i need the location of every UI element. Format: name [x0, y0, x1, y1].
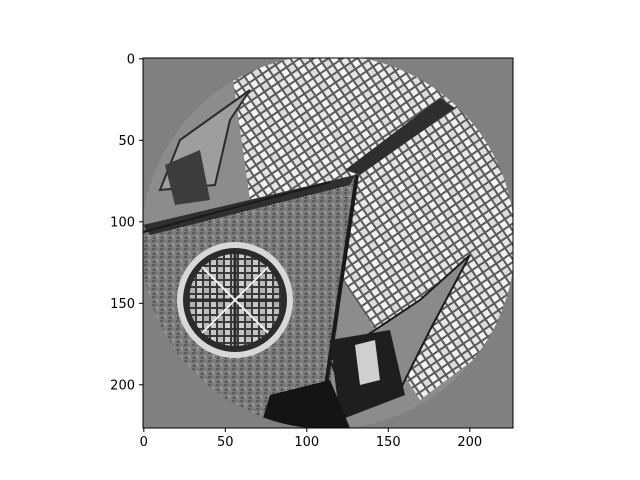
- y-tick-label: 0: [127, 52, 135, 67]
- y-tick-label: 150: [110, 297, 135, 312]
- x-axis: 0 50 100 150 200: [140, 428, 482, 450]
- y-tick-label: 50: [118, 134, 135, 149]
- x-tick-label: 100: [294, 435, 319, 450]
- rose-window: [177, 242, 293, 358]
- y-tick-label: 200: [110, 378, 135, 393]
- x-tick-label: 150: [376, 435, 401, 450]
- x-tick-label: 200: [457, 435, 482, 450]
- y-axis: 0 50 100 150 200: [110, 52, 143, 393]
- church-image: [142, 58, 513, 428]
- y-tick-label: 100: [110, 215, 135, 230]
- axes-frame: [142, 57, 514, 429]
- x-tick-label: 50: [217, 435, 234, 450]
- x-tick-label: 0: [140, 435, 148, 450]
